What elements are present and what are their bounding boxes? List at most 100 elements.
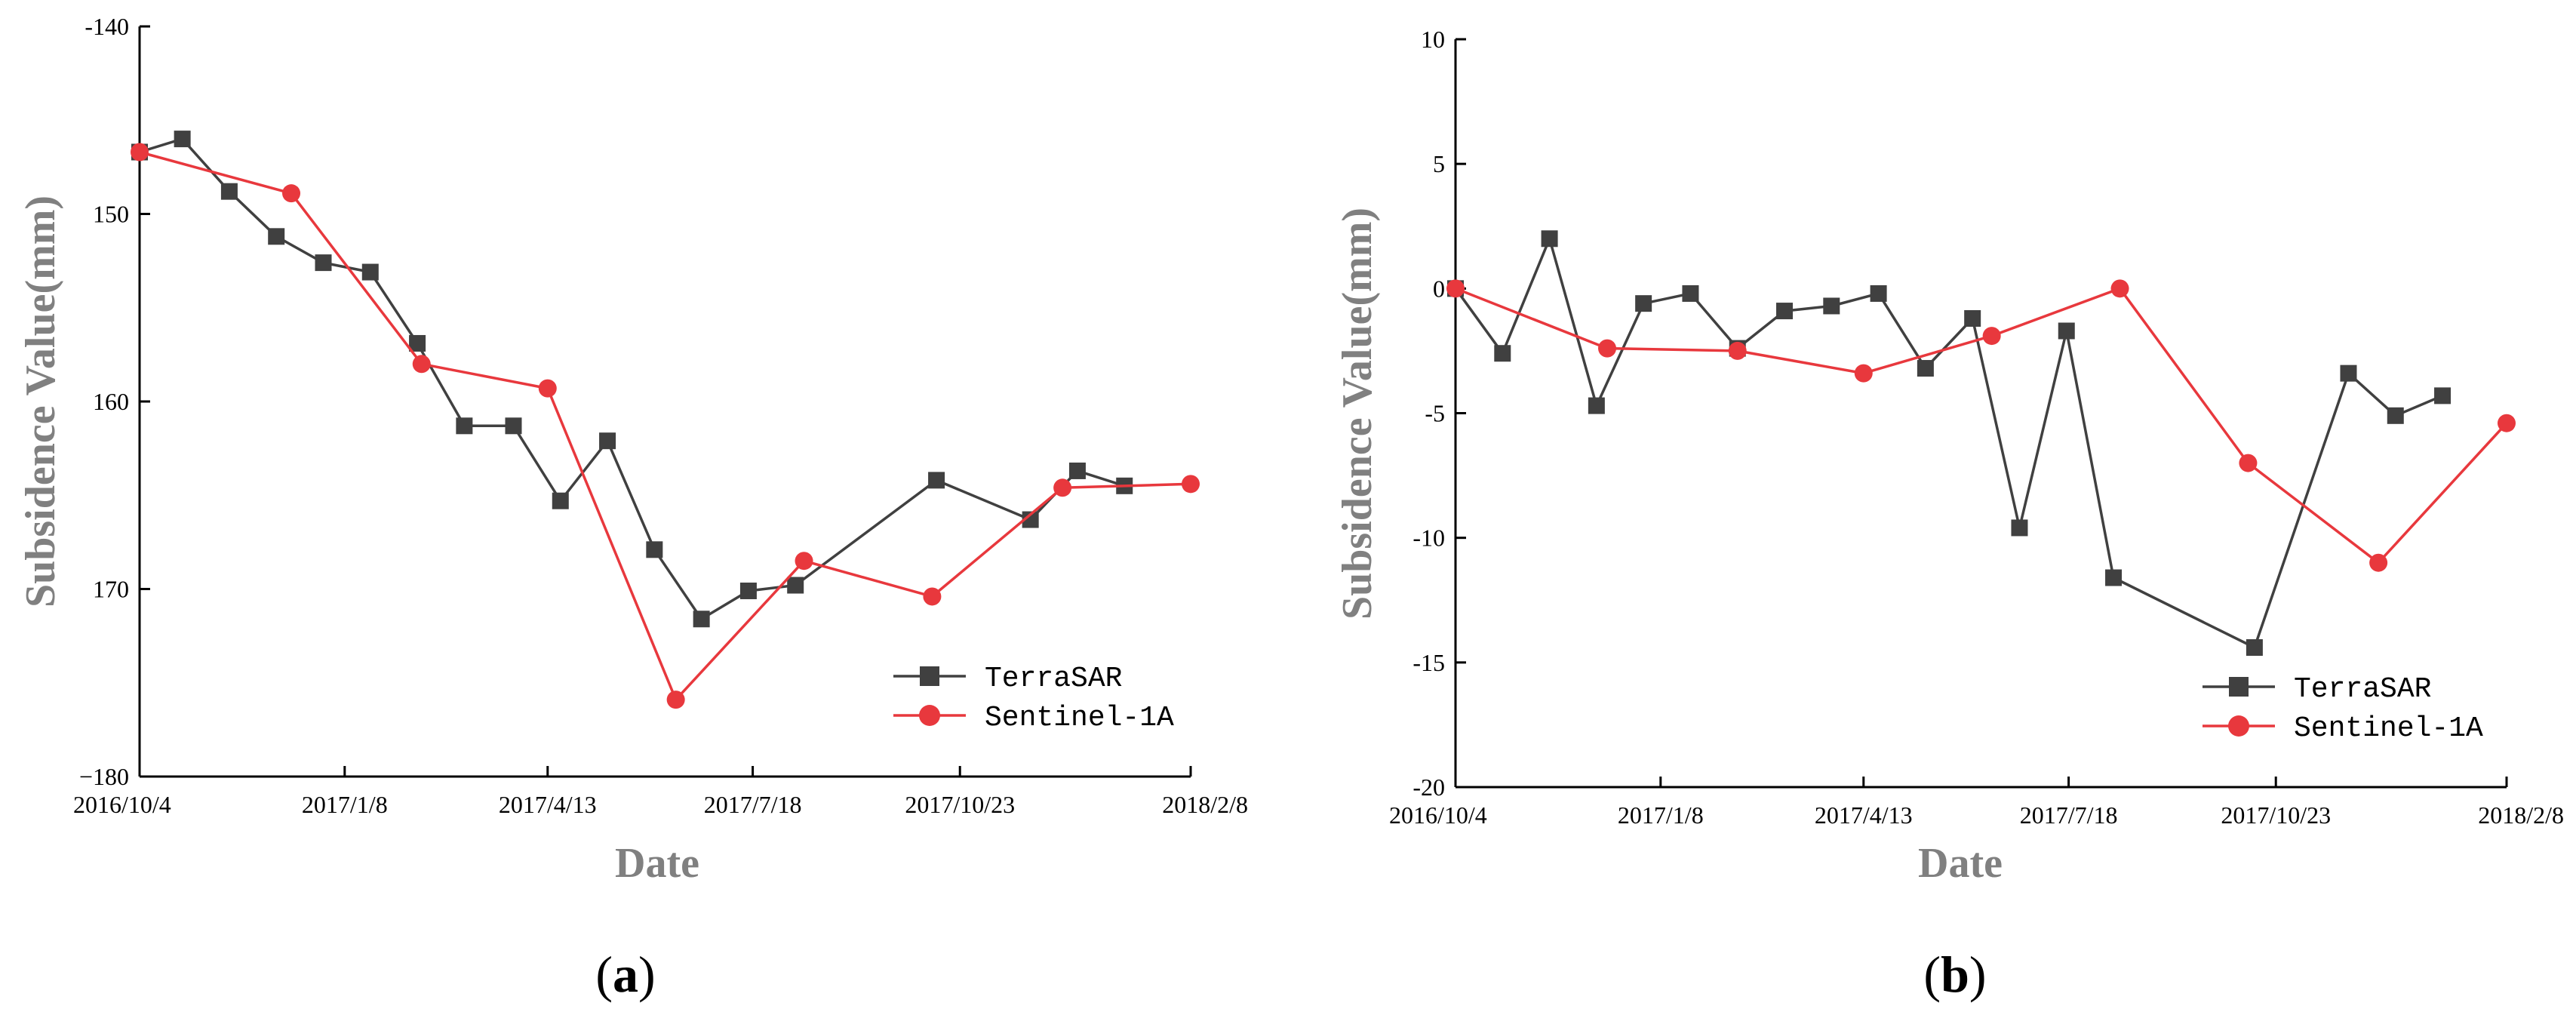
- data-point-terrasar: [787, 577, 804, 594]
- data-point-terrasar: [2105, 569, 2123, 586]
- y-axis-title: Subsidence Value(mm): [17, 195, 64, 608]
- data-point-terrasar: [268, 228, 285, 245]
- y-tick-label: 0: [1433, 275, 1445, 302]
- y-tick-label: 5: [1433, 150, 1445, 177]
- data-point-terrasar: [599, 432, 616, 450]
- x-axis-title: Date: [1918, 840, 2003, 887]
- data-point-sentinel-1a: [2239, 454, 2258, 472]
- series-layer: [1446, 230, 2516, 657]
- legend-marker-sentinel: [2228, 715, 2249, 737]
- data-point-terrasar: [928, 472, 945, 489]
- data-point-terrasar: [1635, 295, 1652, 312]
- y-tick-label: -5: [1425, 400, 1445, 427]
- x-axis-ticks: 2016/10/4 2017/1/8 2017/4/13 2017/7/18 2017/…: [1389, 777, 2564, 829]
- data-point-terrasar: [361, 263, 379, 281]
- y-tick-label: 160: [93, 388, 129, 415]
- x-tick-label: 2017/4/13: [499, 791, 597, 818]
- y-tick-label: −180: [79, 763, 129, 790]
- data-point-sentinel-1a: [1854, 364, 1873, 383]
- legend: TerraSAR Sentinel-1A: [2203, 673, 2483, 745]
- data-point-sentinel-1a: [1728, 341, 1747, 360]
- data-point-terrasar: [2058, 322, 2075, 340]
- data-point-terrasar: [456, 417, 473, 435]
- data-point-sentinel-1a: [282, 184, 301, 203]
- y-tick-label: 10: [1421, 26, 1445, 53]
- data-point-terrasar: [552, 492, 569, 509]
- legend-label-terrasar: TerraSAR: [2294, 673, 2431, 706]
- data-point-terrasar: [1917, 360, 1934, 377]
- series-line-sentinel-1a: [1455, 287, 2508, 564]
- data-point-terrasar: [1022, 511, 1039, 528]
- legend-marker-terrasar: [920, 666, 939, 686]
- data-point-sentinel-1a: [1598, 339, 1617, 358]
- data-point-terrasar: [1776, 303, 1794, 320]
- y-tick-label: -20: [1412, 774, 1445, 801]
- data-point-sentinel-1a: [538, 379, 557, 398]
- data-point-terrasar: [1870, 285, 1887, 302]
- data-point-sentinel-1a: [2110, 279, 2129, 298]
- legend-marker-terrasar: [2229, 677, 2249, 697]
- x-tick-label: 2016/10/4: [73, 791, 171, 818]
- series-line-sentinel-1a: [139, 150, 1191, 701]
- data-point-terrasar: [1823, 297, 1840, 315]
- x-tick-label: 2017/7/18: [2020, 801, 2118, 829]
- x-tick-label: 2018/2/8: [2478, 801, 2564, 829]
- chart-panel-b: 2016/10/4 2017/1/8 2017/4/13 2017/7/18 2017/…: [1334, 26, 2564, 1003]
- x-tick-label: 2017/1/8: [302, 791, 388, 818]
- legend-label-sentinel: Sentinel-1A: [985, 702, 1174, 734]
- data-point-terrasar: [1494, 345, 1511, 362]
- x-tick-label: 2017/1/8: [1618, 801, 1704, 829]
- data-point-terrasar: [646, 541, 663, 558]
- data-point-terrasar: [1682, 285, 1699, 302]
- data-point-terrasar: [2011, 519, 2028, 537]
- y-tick-label: -15: [1412, 649, 1445, 676]
- data-point-sentinel-1a: [131, 143, 149, 161]
- y-tick-label: 170: [93, 576, 129, 603]
- x-tick-label: 2017/4/13: [1815, 801, 1913, 829]
- data-point-terrasar: [1588, 397, 1605, 414]
- data-point-terrasar: [2434, 387, 2452, 404]
- data-point-terrasar: [2246, 639, 2263, 657]
- legend-label-sentinel: Sentinel-1A: [2294, 712, 2483, 745]
- legend-label-terrasar: TerraSAR: [985, 663, 1122, 695]
- y-axis-ticks: 10 5 0 -5 -10 -15 -20: [1412, 26, 1466, 801]
- x-tick-label: 2017/7/18: [704, 791, 802, 818]
- data-point-terrasar: [739, 582, 757, 599]
- x-tick-label: 2016/10/4: [1389, 801, 1487, 829]
- y-tick-label: -10: [1412, 524, 1445, 552]
- data-point-sentinel-1a: [1446, 279, 1465, 298]
- data-point-terrasar: [1964, 309, 1981, 327]
- data-point-sentinel-1a: [1053, 478, 1072, 497]
- y-axis-title: Subsidence Value(mm): [1334, 208, 1381, 620]
- chart-panel-a: 2016/10/4 2017/1/8 2017/4/13 2017/7/18 2017/…: [17, 13, 1248, 1003]
- data-point-terrasar: [2387, 407, 2404, 424]
- series-line-terrasar: [139, 137, 1125, 621]
- data-point-sentinel-1a: [923, 587, 942, 606]
- legend: TerraSAR Sentinel-1A: [893, 663, 1174, 734]
- data-point-terrasar: [315, 254, 332, 272]
- data-point-sentinel-1a: [412, 355, 431, 374]
- data-point-terrasar: [174, 131, 191, 148]
- x-tick-label: 2018/2/8: [1162, 791, 1248, 818]
- data-point-sentinel-1a: [666, 691, 685, 709]
- data-point-terrasar: [220, 183, 238, 200]
- data-point-sentinel-1a: [1182, 475, 1200, 494]
- data-point-terrasar: [1068, 462, 1086, 479]
- y-tick-label: 150: [93, 201, 129, 228]
- data-point-terrasar: [409, 334, 426, 352]
- data-point-sentinel-1a: [795, 552, 813, 571]
- data-point-terrasar: [693, 611, 710, 628]
- data-point-sentinel-1a: [2498, 414, 2516, 432]
- data-point-terrasar: [505, 417, 522, 435]
- legend-marker-sentinel: [919, 705, 940, 726]
- x-tick-label: 2017/10/23: [905, 791, 1015, 818]
- data-point-terrasar: [1541, 230, 1558, 248]
- data-point-terrasar: [2340, 365, 2357, 382]
- panel-label-a: (a): [595, 946, 655, 1003]
- x-axis-ticks: 2016/10/4 2017/1/8 2017/4/13 2017/7/18 2017/…: [73, 766, 1248, 818]
- x-axis-title: Date: [615, 840, 699, 887]
- x-tick-label: 2017/10/23: [2221, 801, 2331, 829]
- y-axis-ticks: -140 150 160 170 −180: [79, 13, 150, 790]
- data-point-sentinel-1a: [1982, 327, 2001, 346]
